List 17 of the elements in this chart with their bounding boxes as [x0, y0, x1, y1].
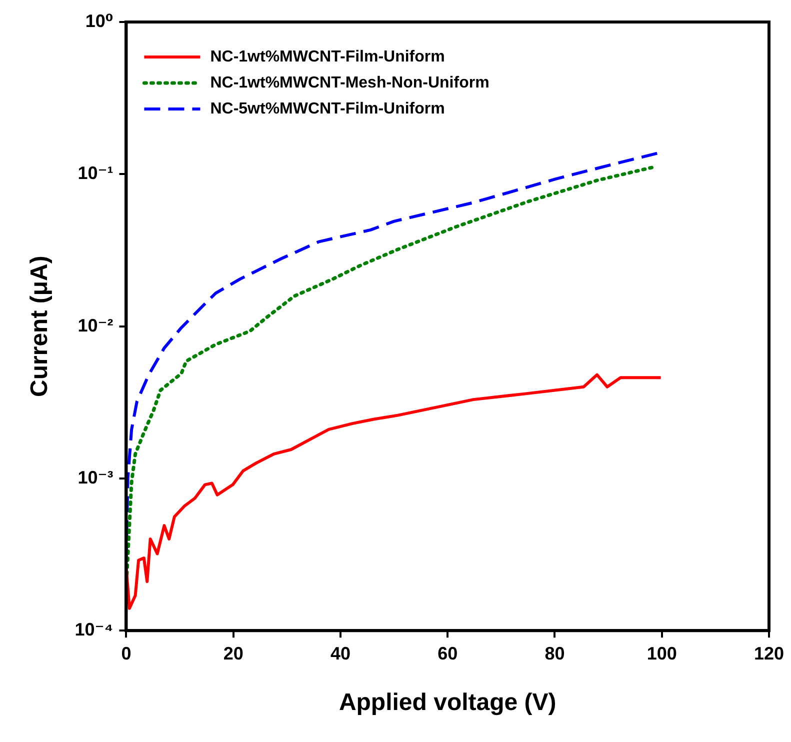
x-tick-label: 60 — [438, 643, 458, 664]
legend-label: NC-5wt%MWCNT-Film-Uniform — [210, 100, 445, 118]
x-tick-label: 40 — [330, 643, 350, 664]
x-tick-label: 20 — [223, 643, 244, 664]
x-tick-label: 0 — [121, 643, 132, 664]
y-tick-label: 10⁻⁴ — [74, 620, 114, 640]
y-tick-label: 10⁻¹ — [78, 163, 114, 184]
x-tick-label: 100 — [646, 643, 677, 664]
y-tick-label: 10⁰ — [85, 10, 114, 31]
x-axis-title: Applied voltage (V) — [338, 689, 556, 716]
y-tick-label: 10⁻² — [78, 315, 114, 336]
legend-label: NC-1wt%MWCNT-Mesh-Non-Uniform — [210, 74, 490, 92]
legend-label: NC-1wt%MWCNT-Film-Uniform — [210, 48, 445, 66]
y-tick-label: 10⁻³ — [78, 467, 114, 488]
x-tick-label: 80 — [544, 643, 565, 664]
y-axis-title: Current (μA) — [26, 256, 54, 397]
x-tick-label: 120 — [754, 643, 784, 664]
